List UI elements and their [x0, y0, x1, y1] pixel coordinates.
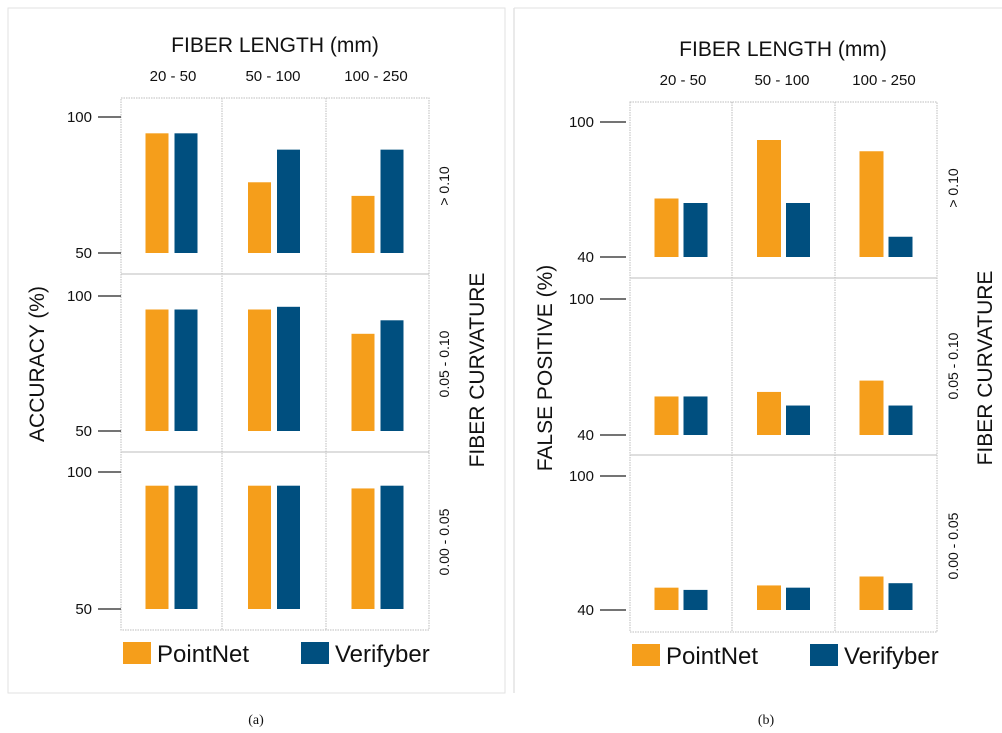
bar-pointnet: [654, 396, 679, 435]
panel-a-col-label-3: 100 - 250: [344, 68, 407, 85]
y-tick-label: 40: [577, 249, 594, 266]
legend-b-verifyber-label: Verifyber: [844, 643, 939, 670]
bar-verifyber: [380, 320, 404, 431]
bar-verifyber: [786, 405, 810, 435]
bar-pointnet: [145, 485, 169, 609]
panel-a-col-label-2: 50 - 100: [245, 68, 300, 85]
bar-pointnet: [757, 140, 781, 257]
bar-verifyber: [683, 203, 708, 257]
bar-pointnet: [145, 309, 169, 431]
y-tick-label: 100: [569, 114, 594, 131]
panel-a-ylabel: ACCURACY (%): [26, 286, 49, 442]
y-tick-label: 50: [75, 245, 92, 262]
legend-b-pointnet-label: PointNet: [666, 643, 758, 670]
bar-pointnet: [859, 151, 884, 257]
bar-pointnet: [248, 182, 271, 253]
bar-verifyber: [174, 485, 198, 609]
panel-b-row-label-3: 0.00 - 0.05: [945, 512, 961, 579]
y-tick-label: 100: [569, 291, 594, 308]
y-tick-label: 50: [75, 423, 92, 440]
panel-b-grid-box: [629, 101, 938, 633]
y-tick-label: 100: [67, 288, 92, 305]
panel-a-row-label-2: 0.05 - 0.10: [436, 330, 452, 397]
panel-b-col-label-1: 20 - 50: [660, 72, 707, 89]
bar-pointnet: [248, 309, 271, 431]
panel-b-ylabel: FALSE POSITIVE (%): [534, 265, 557, 472]
bar-verifyber: [277, 306, 300, 431]
bar-pointnet: [351, 195, 375, 253]
bar-pointnet: [145, 133, 169, 253]
bar-verifyber: [277, 149, 300, 253]
bar-verifyber: [786, 587, 810, 610]
legend-a-pointnet-label: PointNet: [157, 641, 249, 668]
panel-b-caption: (b): [758, 713, 775, 728]
bar-pointnet: [351, 488, 375, 609]
bar-verifyber: [277, 485, 300, 609]
panel-a-col-title: FIBER LENGTH (mm): [171, 34, 379, 57]
bar-pointnet: [654, 198, 679, 257]
bar-verifyber: [380, 485, 404, 609]
panel-b-row-title: FIBER CURVATURE: [974, 271, 997, 466]
bar-pointnet: [654, 587, 679, 610]
chart-marks: 100 50 100 50 100 50 100 40 100 40 100 40: [67, 97, 938, 633]
legend-a-verifyber-swatch: [301, 642, 329, 664]
bar-verifyber: [888, 236, 913, 257]
legend-b-verifyber-swatch: [810, 644, 838, 666]
bar-pointnet: [757, 585, 781, 610]
panel-a-row-label-1: > 0.10: [436, 166, 452, 206]
panel-a-grid-box: [120, 97, 430, 631]
bar-pointnet: [351, 333, 375, 431]
bar-verifyber: [174, 133, 198, 253]
legend-b-pointnet-swatch: [632, 644, 660, 666]
y-tick-label: 40: [577, 602, 594, 619]
panel-a-caption: (a): [248, 713, 264, 728]
bar-verifyber: [786, 203, 810, 257]
bar-verifyber: [888, 583, 913, 610]
y-tick-label: 100: [67, 464, 92, 481]
legend-a-verifyber-label: Verifyber: [335, 641, 430, 668]
panel-a-row-title: FIBER CURVATURE: [466, 273, 489, 468]
y-tick-label: 50: [75, 601, 92, 618]
bar-verifyber: [683, 589, 708, 610]
panel-b-row-label-1: > 0.10: [945, 168, 961, 208]
panel-b-col-label-3: 100 - 250: [852, 72, 915, 89]
panel-b-row-label-2: 0.05 - 0.10: [945, 332, 961, 399]
bar-pointnet: [859, 576, 884, 610]
y-tick-label: 100: [569, 468, 594, 485]
bar-pointnet: [757, 391, 781, 435]
bar-verifyber: [888, 405, 913, 435]
legend-a-pointnet-swatch: [123, 642, 151, 664]
bar-verifyber: [174, 309, 198, 431]
panel-b-col-title: FIBER LENGTH (mm): [679, 38, 887, 61]
panel-a-frame: [7, 7, 506, 694]
y-tick-label: 100: [67, 109, 92, 126]
bar-verifyber: [683, 396, 708, 435]
panel-a-row-label-3: 0.00 - 0.05: [436, 508, 452, 575]
bar-verifyber: [380, 149, 404, 253]
y-tick-label: 40: [577, 427, 594, 444]
bar-pointnet: [859, 380, 884, 435]
panel-b-col-label-2: 50 - 100: [754, 72, 809, 89]
bar-pointnet: [248, 485, 271, 609]
panel-a-col-label-1: 20 - 50: [150, 68, 197, 85]
